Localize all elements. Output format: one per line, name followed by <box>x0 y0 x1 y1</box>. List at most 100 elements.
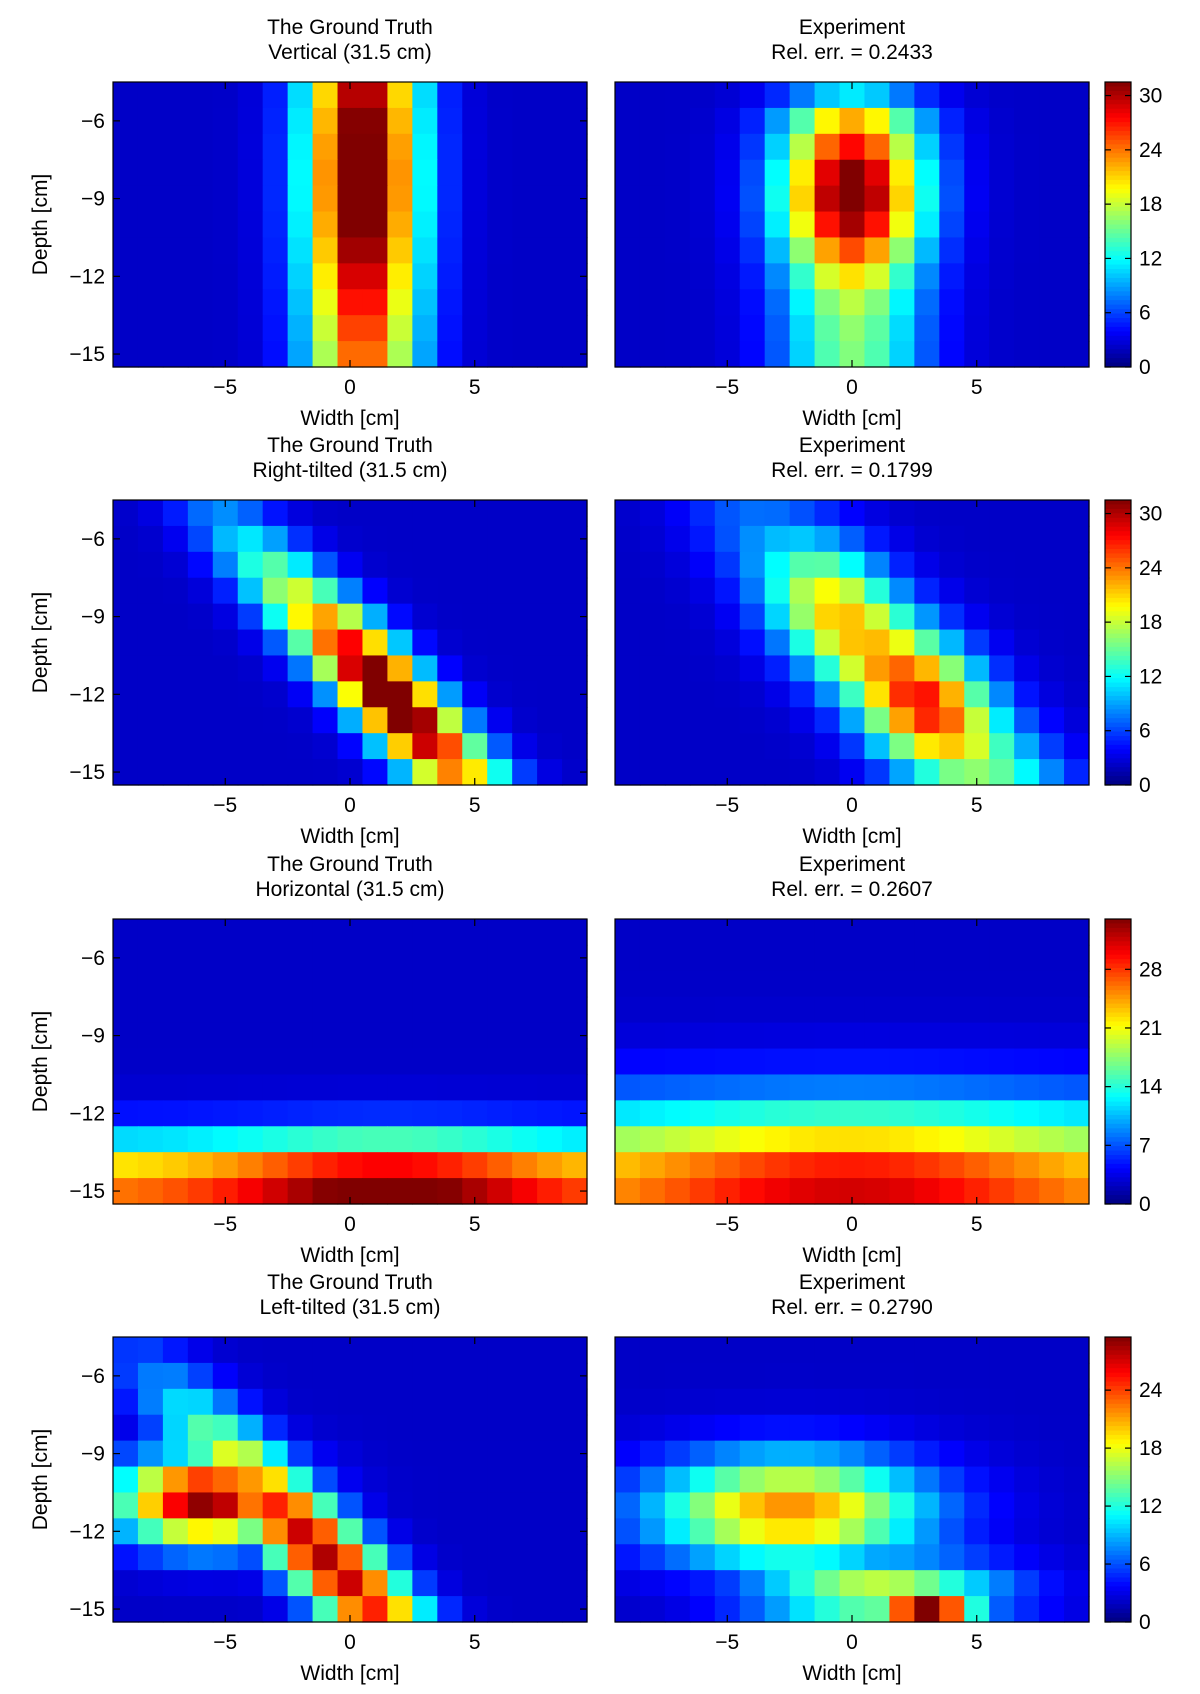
heatmap-cell <box>262 315 289 342</box>
heatmap-cell <box>537 1440 563 1468</box>
heatmap-cell <box>262 237 289 264</box>
heatmap-cell <box>237 159 264 187</box>
colorbar-swatch <box>1105 963 1131 969</box>
heatmap-cell <box>162 1544 189 1571</box>
heatmap-cell <box>137 733 164 760</box>
colorbar-tick-label: 0 <box>1139 1611 1151 1634</box>
colorbar-swatch <box>1105 291 1131 297</box>
y-tick-label: −6 <box>81 528 105 551</box>
heatmap-cell <box>487 133 513 161</box>
heatmap-cell <box>462 629 488 657</box>
heatmap-cell <box>814 1388 841 1416</box>
heatmap-cell <box>387 263 413 290</box>
heatmap-cell <box>664 133 691 161</box>
heatmap-cell <box>537 1337 563 1364</box>
heatmap-cell <box>889 944 915 972</box>
heatmap-cell <box>412 500 438 527</box>
heatmap-cell <box>487 341 513 368</box>
heatmap-cell <box>462 1074 488 1101</box>
heatmap-cell <box>237 1596 264 1623</box>
heatmap-cell <box>639 996 666 1024</box>
colorbar-swatch <box>1105 727 1131 733</box>
heatmap-cell <box>187 655 214 682</box>
heatmap-cell <box>914 1126 940 1153</box>
heatmap-cell <box>137 133 164 161</box>
heatmap-cell <box>312 1362 339 1390</box>
heatmap-cell <box>287 1337 314 1364</box>
heatmap-cell <box>889 1152 915 1179</box>
heatmap-cell <box>814 263 841 290</box>
heatmap-cell <box>615 341 641 368</box>
colorbar-swatch <box>1105 126 1131 132</box>
heatmap-cell <box>739 82 766 109</box>
heatmap-cell <box>864 1337 891 1364</box>
heatmap-cell <box>512 1544 538 1571</box>
heatmap-cell <box>989 603 1015 631</box>
heatmap-cell <box>162 289 189 316</box>
colorbar-swatch <box>1105 919 1131 924</box>
heatmap-cell <box>237 944 264 972</box>
heatmap-cell <box>739 944 766 972</box>
colorbar-swatch <box>1105 593 1131 599</box>
heatmap-cell <box>714 1492 741 1519</box>
heatmap-cell <box>562 1048 588 1076</box>
heatmap-cell <box>562 289 588 316</box>
heatmap-cell <box>312 733 339 760</box>
heatmap-cell <box>237 1440 264 1468</box>
heatmap-cell <box>964 944 990 972</box>
heatmap-cell <box>739 1100 766 1127</box>
colorbar-swatch <box>1105 1488 1131 1494</box>
heatmap-cell <box>337 107 364 135</box>
heatmap-cell <box>989 1022 1015 1050</box>
heatmap-cell <box>1039 1337 1065 1364</box>
heatmap-cell <box>789 970 816 998</box>
heatmap-cell <box>187 1466 214 1494</box>
heatmap-cell <box>562 1466 588 1494</box>
heatmap-cell <box>739 733 766 760</box>
heatmap-cell <box>639 1596 666 1623</box>
heatmap-cell <box>337 603 364 631</box>
heatmap-cell <box>714 551 741 579</box>
heatmap-cell <box>362 1337 389 1364</box>
heatmap-cell <box>864 1414 891 1442</box>
heatmap-cell <box>412 1048 438 1076</box>
heatmap-cell <box>689 1074 716 1101</box>
heatmap-cell <box>512 1388 538 1416</box>
heatmap-cell <box>137 1152 164 1179</box>
heatmap-cell <box>187 1178 214 1205</box>
colorbar-swatch <box>1105 575 1131 581</box>
heatmap-cell <box>237 341 264 368</box>
heatmap-cell <box>714 263 741 290</box>
heatmap-cell <box>237 681 264 708</box>
heatmap-cell <box>537 551 563 579</box>
heatmap-cell <box>964 603 990 631</box>
heatmap-cell <box>312 551 339 579</box>
heatmap-cell <box>262 1570 289 1597</box>
heatmap-cell <box>1039 1048 1065 1076</box>
heatmap-cell <box>262 133 289 161</box>
heatmap-cell <box>939 1492 965 1519</box>
heatmap-cell <box>615 919 641 946</box>
colorbar-swatch <box>1105 557 1131 563</box>
heatmap-cell <box>739 1414 766 1442</box>
colorbar-swatch <box>1105 736 1131 741</box>
heatmap-cell <box>989 1048 1015 1076</box>
heatmap-cell <box>789 82 816 109</box>
heatmap-cell <box>764 1518 791 1545</box>
heatmap-cell <box>562 1337 588 1364</box>
heatmap-cell <box>337 289 364 316</box>
heatmap-cell <box>437 603 463 631</box>
colorbar-swatch <box>1105 1394 1131 1400</box>
heatmap-cell <box>412 237 438 264</box>
heatmap-cell <box>1064 603 1090 631</box>
heatmap-cell <box>789 681 816 708</box>
heatmap-cell <box>262 1100 289 1127</box>
heatmap-cell <box>537 1126 563 1153</box>
colorbar-swatch <box>1105 1550 1131 1556</box>
colorbar-swatch <box>1105 144 1131 150</box>
heatmap-cell <box>412 315 438 342</box>
heatmap-cell <box>914 1022 940 1050</box>
heatmap-cell <box>237 707 264 734</box>
colorbar-tick-label: 12 <box>1139 1495 1162 1518</box>
heatmap-cell <box>739 577 766 605</box>
